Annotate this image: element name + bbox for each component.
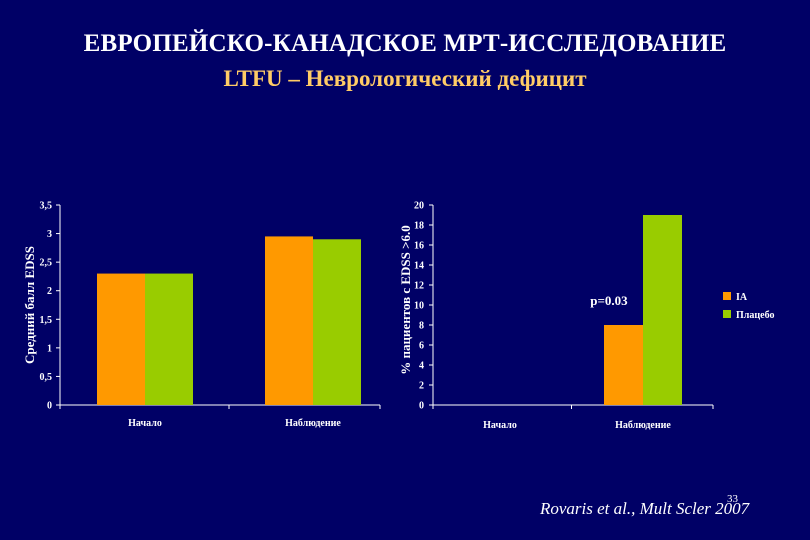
chart1-y-axis-label: Средний балл EDSS xyxy=(22,246,37,364)
chart2-category-label: Начало xyxy=(483,420,517,431)
chart1-bar xyxy=(313,239,361,405)
chart2-category-label: Наблюдение xyxy=(615,420,671,431)
chart2-y-tick-label: 16 xyxy=(414,241,424,252)
chart1-y-tick-label: 1 xyxy=(47,343,52,354)
chart1-y-tick-label: 3 xyxy=(47,229,52,240)
chart1-category-label: Наблюдение xyxy=(285,418,341,429)
chart1-y-tick-label: 0,5 xyxy=(40,372,53,383)
chart2-y-tick-label: 8 xyxy=(419,321,424,332)
citation: Rovaris et al., Mult Scler 2007 xyxy=(540,499,750,518)
chart2-legend-label: Плацебо xyxy=(736,310,774,321)
chart2-y-tick-label: 0 xyxy=(419,401,424,412)
chart2-bar xyxy=(604,325,643,405)
chart2-y-axis-label: % пациентов с EDSS >6.0 xyxy=(398,225,413,375)
chart1-bar xyxy=(265,236,313,405)
slide-number: 33 xyxy=(727,493,738,505)
chart1-y-tick-label: 1,5 xyxy=(40,315,53,326)
slide-subtitle: LTFU – Неврологический дефицит xyxy=(223,66,587,91)
chart1-bar xyxy=(145,273,193,405)
chart2-y-tick-label: 18 xyxy=(414,221,424,232)
chart2-y-tick-label: 4 xyxy=(419,361,424,372)
chart1-bar xyxy=(97,273,145,405)
slide-title: ЕВРОПЕЙСКО-КАНАДСКОЕ МРТ-ИССЛЕДОВАНИЕ xyxy=(83,30,727,57)
chart1-y-tick-label: 2,5 xyxy=(40,258,53,269)
chart2-legend-swatch xyxy=(723,310,731,318)
chart2-y-tick-label: 6 xyxy=(419,341,424,352)
chart2-y-tick-label: 2 xyxy=(419,381,424,392)
chart2-y-tick-label: 14 xyxy=(414,261,424,272)
chart1-y-tick-label: 0 xyxy=(47,401,52,412)
chart2-p-value-annotation: p=0.03 xyxy=(590,293,628,308)
chart2-legend-swatch xyxy=(723,292,731,300)
chart1-y-tick-label: 2 xyxy=(47,286,52,297)
chart2-y-tick-label: 12 xyxy=(414,281,424,292)
chart1-y-tick-label: 3,5 xyxy=(40,201,53,212)
chart2-y-tick-label: 10 xyxy=(414,301,424,312)
chart2-legend-label: IА xyxy=(736,292,748,303)
chart2-y-tick-label: 20 xyxy=(414,201,424,212)
chart1-category-label: Начало xyxy=(128,418,162,429)
chart2-bar xyxy=(643,215,682,405)
